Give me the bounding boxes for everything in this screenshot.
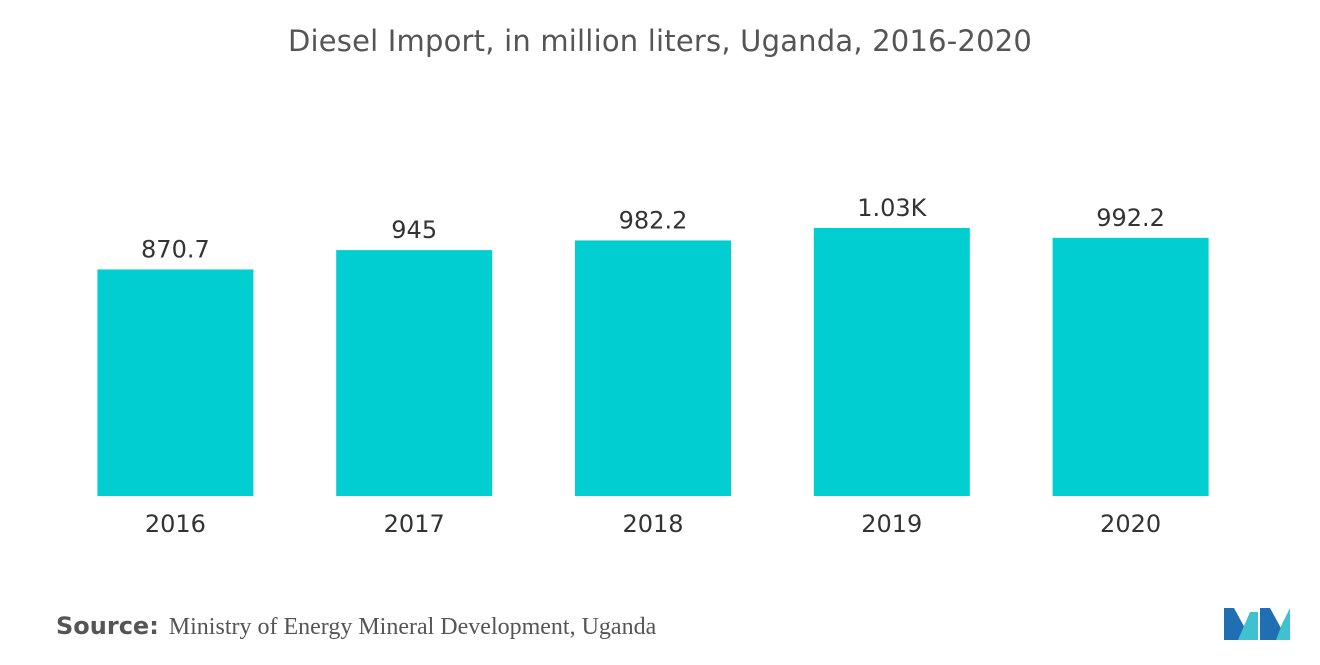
source-note: Source: Ministry of Energy Mineral Develo… [56,612,656,641]
data-labels-layer: 870.7 945 982.2 1.03K 992.2 [141,194,1165,263]
bar-chart: 870.7 945 982.2 1.03K 992.2 2016 2017 2018 2019… [97,194,1209,538]
data-label-2018: 982.2 [619,206,688,234]
x-tick-2018: 2018 [622,510,683,538]
bar-2020 [1052,237,1209,497]
data-label-2017: 945 [391,216,437,244]
x-axis-ticks: 2016 2017 2018 2019 2020 [145,510,1161,538]
data-label-2019: 1.03K [857,194,927,222]
data-label-2020: 992.2 [1096,204,1165,232]
source-label: Source: [56,612,159,640]
x-tick-2019: 2019 [861,510,922,538]
bar-2016 [97,269,254,496]
x-tick-2016: 2016 [145,510,206,538]
bars-layer [97,228,1209,497]
bar-2017 [336,250,493,496]
bar-2018 [575,240,731,496]
chart-title: Diesel Import, in million liters, Uganda… [287,24,1033,58]
x-tick-2020: 2020 [1100,510,1161,538]
bar-2019 [813,228,970,496]
mordor-intelligence-logo-icon [1224,608,1290,640]
data-label-2016: 870.7 [141,235,210,263]
x-tick-2017: 2017 [384,510,445,538]
source-text: Ministry of Energy Mineral Development, … [168,614,657,640]
